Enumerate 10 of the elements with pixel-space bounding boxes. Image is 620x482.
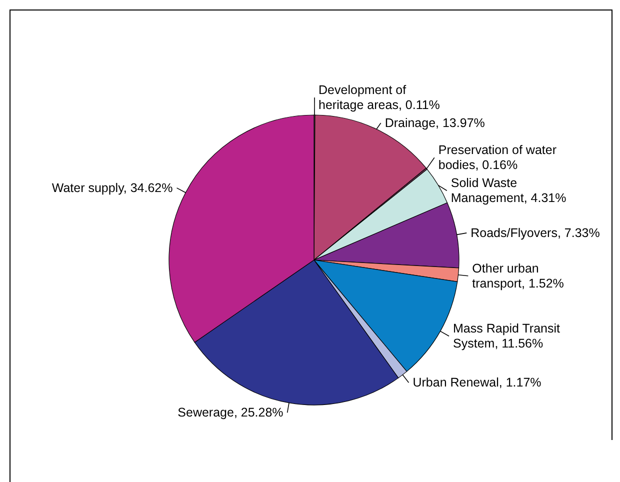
- slice-label: Development of heritage areas, 0.11%: [318, 83, 440, 112]
- slice-label: Water supply, 34.62%: [52, 180, 173, 195]
- slice-label: Mass Rapid Transit System, 11.56%: [453, 322, 561, 351]
- slice-label: Preservation of water bodies, 0.16%: [438, 143, 556, 172]
- slice-label: Sewerage, 25.28%: [178, 406, 284, 420]
- slice-label: Drainage, 13.97%: [384, 116, 485, 130]
- slice-label: Solid Waste Management, 4.31%: [450, 176, 566, 206]
- slice-label: Urban Renewal, 1.17%: [412, 376, 542, 390]
- slice-label: Other urban transport, 1.52%: [472, 261, 564, 290]
- slice-label: Roads/Flyovers, 7.33%: [470, 226, 600, 240]
